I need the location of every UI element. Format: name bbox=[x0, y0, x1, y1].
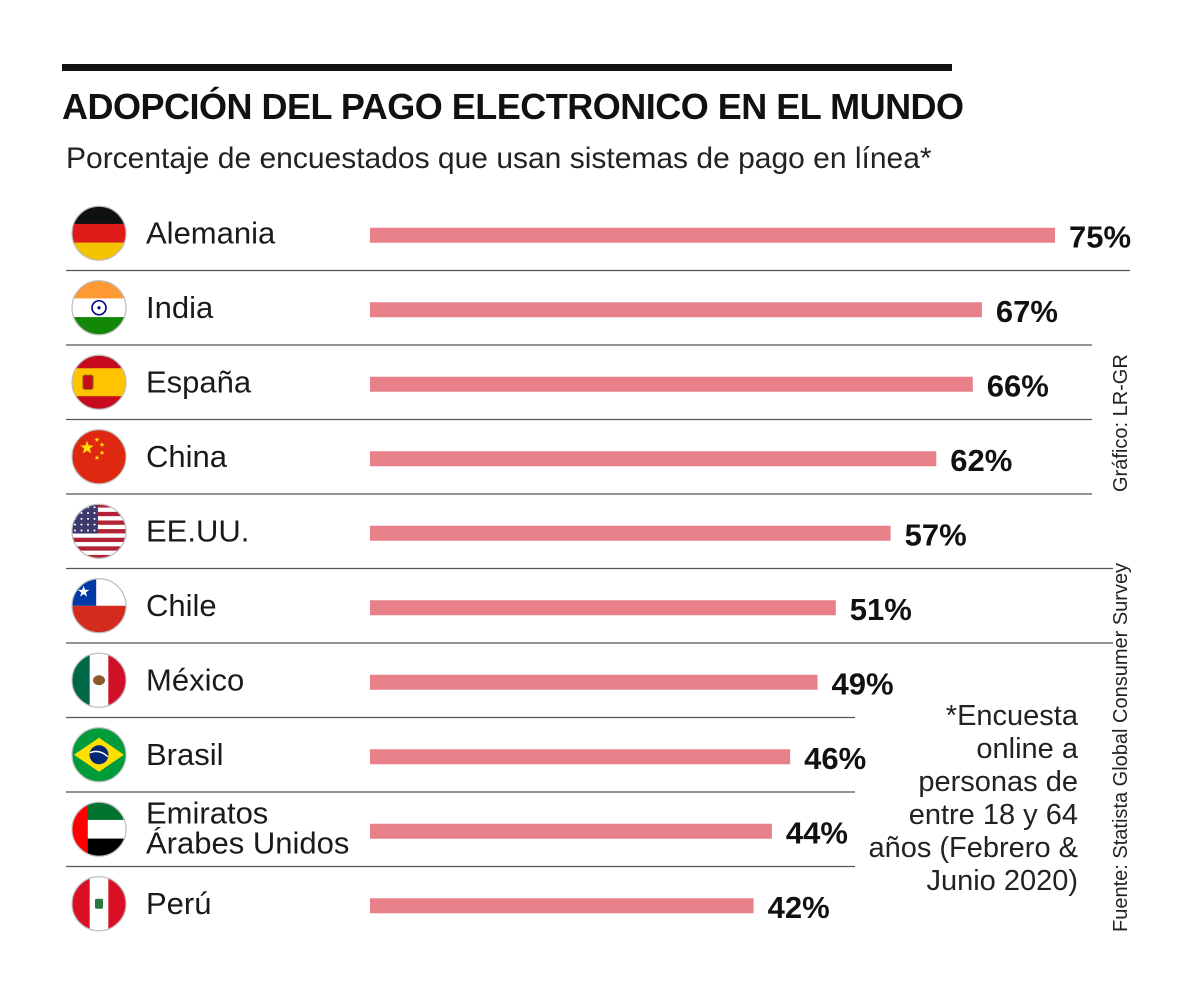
country-label: China bbox=[146, 439, 228, 474]
brazil-flag bbox=[71, 727, 127, 783]
bar bbox=[370, 600, 836, 616]
mexico-flag bbox=[71, 652, 127, 708]
country-label: India bbox=[146, 290, 214, 325]
value-label: 42% bbox=[768, 890, 830, 925]
bar bbox=[370, 674, 818, 690]
source-credit: Fuente: Statista Global Consumer Survey bbox=[1110, 562, 1132, 932]
peru-flag bbox=[71, 876, 127, 932]
bar bbox=[370, 898, 754, 914]
value-label: 46% bbox=[804, 741, 866, 776]
country-label: España bbox=[146, 364, 252, 399]
chart-subtitle: Porcentaje de encuestados que usan siste… bbox=[66, 142, 932, 175]
uae-flag bbox=[71, 801, 127, 857]
bar bbox=[370, 525, 891, 541]
value-label: 49% bbox=[832, 666, 894, 701]
value-label: 67% bbox=[996, 294, 1058, 329]
country-label: Chile bbox=[146, 588, 217, 623]
spain-flag bbox=[71, 354, 127, 410]
usa-flag bbox=[71, 503, 127, 559]
graphic-credit: Gráfico: LR-GR bbox=[1110, 354, 1132, 492]
bar bbox=[370, 376, 973, 392]
china-flag bbox=[71, 429, 127, 485]
bar bbox=[370, 302, 982, 318]
bar bbox=[370, 451, 937, 467]
value-label: 62% bbox=[950, 443, 1012, 478]
country-label: Alemania bbox=[146, 215, 276, 250]
country-label: Brasil bbox=[146, 737, 224, 772]
chart-title: ADOPCIÓN DEL PAGO ELECTRONICO EN EL MUND… bbox=[62, 86, 964, 127]
india-flag bbox=[71, 280, 127, 336]
value-label: 66% bbox=[987, 368, 1049, 403]
bar bbox=[370, 227, 1055, 243]
country-label: Emiratos Árabes Unidos bbox=[146, 795, 349, 860]
germany-flag bbox=[71, 205, 127, 261]
value-label: 44% bbox=[786, 815, 848, 850]
value-label: 51% bbox=[850, 592, 912, 627]
value-label: 75% bbox=[1069, 219, 1131, 254]
country-label: México bbox=[146, 662, 244, 697]
value-label: 57% bbox=[905, 517, 967, 552]
chile-flag bbox=[71, 578, 127, 634]
country-label: Perú bbox=[146, 886, 211, 921]
country-label: EE.UU. bbox=[146, 513, 249, 548]
survey-note: *Encuesta online a personas de entre 18 … bbox=[868, 700, 1078, 897]
top-rule bbox=[62, 64, 952, 71]
bar bbox=[370, 823, 772, 839]
bar bbox=[370, 749, 791, 765]
